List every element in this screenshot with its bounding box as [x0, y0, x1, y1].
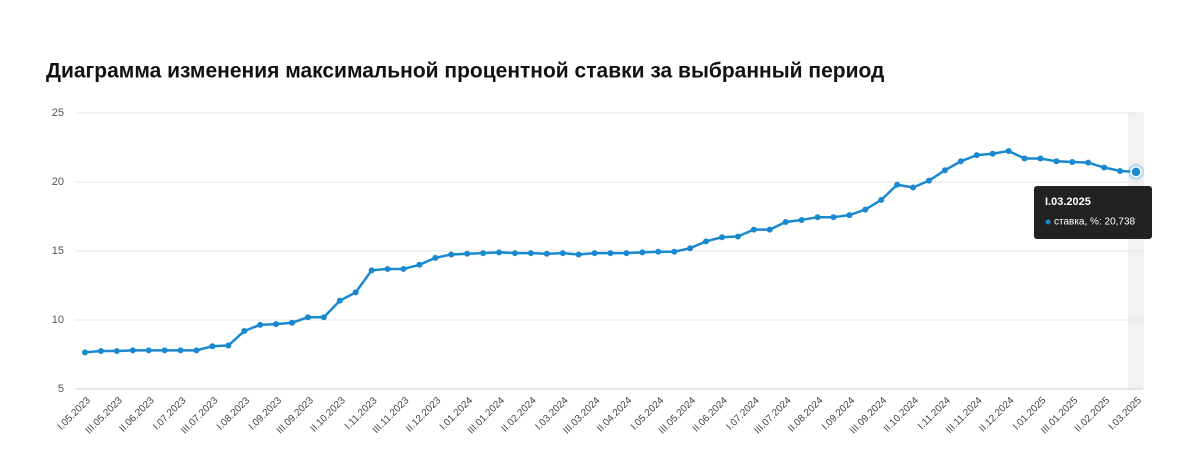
tooltip-box [1034, 186, 1152, 239]
point [1005, 147, 1012, 154]
point [910, 184, 917, 191]
point [1053, 158, 1060, 165]
x-tick-label: II.06.2024 [691, 395, 731, 435]
point [559, 250, 566, 257]
point [846, 212, 853, 219]
point [671, 248, 678, 255]
point [511, 250, 518, 257]
y-tick-label: 20 [52, 176, 64, 188]
point [655, 248, 662, 255]
point [782, 219, 789, 226]
point [543, 250, 550, 257]
point [352, 289, 359, 296]
point [82, 349, 88, 356]
point [814, 214, 821, 221]
point [734, 233, 741, 240]
point [400, 265, 407, 272]
point [687, 245, 694, 252]
point [161, 347, 168, 354]
tooltip-dot [1045, 219, 1051, 225]
x-tick-label: II.02.2024 [500, 395, 540, 435]
point [480, 250, 487, 257]
point [703, 238, 710, 245]
point [1069, 158, 1076, 165]
point [798, 216, 805, 223]
x-tick-label: II.10.2024 [882, 395, 922, 435]
point [862, 206, 869, 213]
point [273, 321, 280, 328]
point [257, 321, 264, 328]
point [766, 226, 773, 233]
point [1037, 155, 1044, 162]
x-tick-label: II.12.2024 [977, 395, 1017, 435]
y-tick-label: 10 [52, 314, 64, 326]
y-tick-label: 5 [58, 383, 64, 395]
x-tick-label: II.04.2024 [595, 395, 635, 435]
point [320, 314, 327, 321]
point [177, 347, 184, 354]
point [432, 254, 439, 261]
point [129, 347, 136, 354]
point [989, 150, 996, 157]
point [718, 234, 725, 241]
point [973, 152, 980, 159]
point [750, 226, 757, 233]
point [304, 314, 311, 321]
point [623, 250, 630, 257]
point [1101, 164, 1108, 171]
point [591, 250, 598, 257]
point [925, 177, 932, 184]
y-tick-label: 25 [52, 107, 64, 119]
point [1085, 159, 1092, 166]
tooltip-text: ставка, %: 20,738 [1054, 217, 1136, 228]
x-tick-label: II.10.2023 [309, 395, 349, 435]
point [113, 348, 120, 355]
point [607, 250, 614, 257]
point [336, 297, 343, 304]
chart-title: Диаграмма изменения максимальной процент… [46, 60, 884, 83]
point [957, 158, 964, 165]
tooltip-title: I.03.2025 [1045, 196, 1091, 208]
point [941, 167, 948, 174]
x-tick-label: II.12.2023 [404, 395, 444, 435]
x-tick-label: II.02.2025 [1073, 395, 1113, 435]
point [527, 250, 534, 257]
point [368, 267, 375, 274]
point [894, 181, 901, 188]
point [1130, 166, 1142, 178]
point [145, 347, 152, 354]
point [225, 342, 232, 349]
point [639, 249, 646, 256]
point [384, 265, 391, 272]
point [464, 250, 471, 257]
point [448, 251, 455, 258]
point [1021, 155, 1028, 162]
point [193, 347, 200, 354]
point [1117, 167, 1124, 174]
point [575, 251, 582, 258]
y-tick-label: 15 [52, 245, 64, 257]
point [416, 261, 423, 268]
x-tick-label: I.08.2023 [215, 395, 253, 433]
point [97, 348, 104, 355]
tooltip: I.03.2025 ставка, %: 20,738 [1034, 186, 1152, 239]
point [289, 319, 296, 326]
point [830, 214, 837, 221]
x-tick-label: II.06.2023 [117, 395, 157, 435]
point [209, 343, 216, 350]
point [496, 249, 503, 256]
point [241, 328, 248, 335]
point [878, 196, 885, 203]
x-tick-label: I.03.2025 [1107, 395, 1145, 433]
plot-area: 510152025I.05.2023III.05.2023II.06.2023I… [52, 107, 1145, 437]
x-tick-label: II.08.2024 [786, 395, 826, 435]
